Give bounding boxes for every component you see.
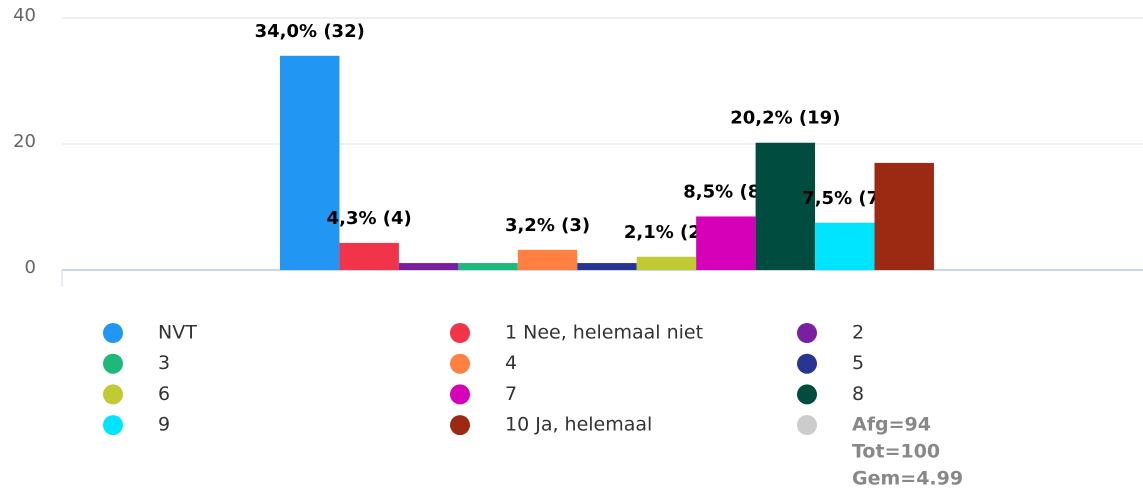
legend-label: 7 [505,383,517,405]
legend-marker [450,384,470,405]
legend-label: 6 [158,383,170,405]
bar [280,55,340,270]
legend-marker [797,323,817,343]
bar [815,222,875,270]
legend-label: 8 [852,383,864,405]
value-label: 20,2% (19) [730,108,840,129]
legend-label: 9 [158,414,170,436]
legend-marker [103,384,123,405]
legend-marker [797,415,817,435]
legend-label: 2 [852,322,864,344]
bar [696,216,756,270]
legend-marker [450,415,470,436]
stats-line: Gem=4.99 [852,468,963,490]
stats-line: Afg=94 [852,414,931,436]
value-label: 3,2% (3) [505,215,590,236]
bar [458,263,518,270]
legend-label: 10 Ja, helemaal [505,414,652,436]
value-label: 7,5% (7) [802,188,887,209]
legend-label: 5 [852,352,864,374]
legend-marker [450,353,470,374]
bar [339,242,399,270]
y-tick-label: 0 [25,257,36,278]
legend-marker [797,384,817,405]
legend-marker [450,323,470,343]
legend-marker [103,415,123,436]
legend-label: 4 [505,352,517,374]
bar [398,263,459,270]
stats-line: Tot=100 [852,441,940,463]
y-tick-label: 40 [13,5,36,26]
y-tick-label: 20 [13,131,36,152]
bar [517,249,578,270]
legend-label: 1 Nee, helemaal niet [505,322,703,344]
bar [577,263,637,270]
bar [636,256,697,270]
bar [755,142,816,270]
legend-marker [797,353,817,374]
legend-label: NVT [158,322,197,344]
legend-label: 3 [158,352,170,374]
value-label: 34,0% (32) [255,21,365,42]
value-label: 8,5% (8) [683,181,768,202]
legend-marker [103,323,123,343]
value-label: 2,1% (2) [624,222,709,243]
legend-marker [103,353,123,374]
value-label: 4,3% (4) [327,208,412,229]
bar [874,162,934,270]
